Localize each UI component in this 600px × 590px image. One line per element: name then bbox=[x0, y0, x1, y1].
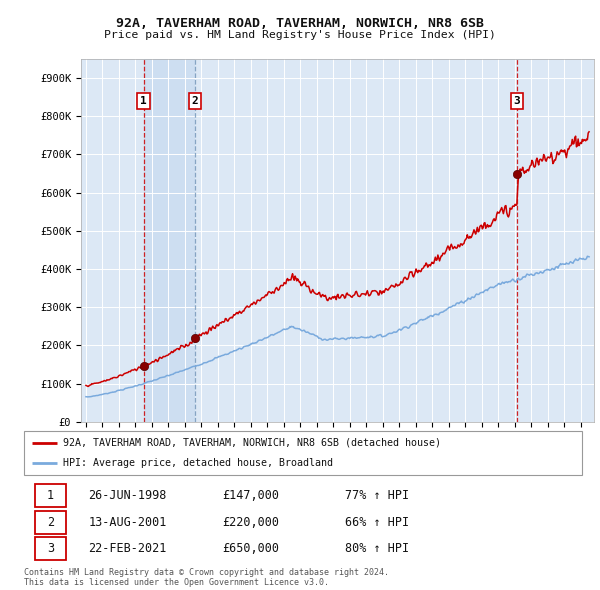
Bar bbox=[143, 59, 195, 422]
Text: 22-FEB-2021: 22-FEB-2021 bbox=[88, 542, 167, 555]
Text: Contains HM Land Registry data © Crown copyright and database right 2024.: Contains HM Land Registry data © Crown c… bbox=[24, 568, 389, 576]
Text: 66% ↑ HPI: 66% ↑ HPI bbox=[345, 516, 409, 529]
Text: £220,000: £220,000 bbox=[222, 516, 279, 529]
Text: 92A, TAVERHAM ROAD, TAVERHAM, NORWICH, NR8 6SB: 92A, TAVERHAM ROAD, TAVERHAM, NORWICH, N… bbox=[116, 17, 484, 30]
FancyBboxPatch shape bbox=[35, 537, 66, 560]
Text: 2: 2 bbox=[192, 96, 199, 106]
Text: HPI: Average price, detached house, Broadland: HPI: Average price, detached house, Broa… bbox=[63, 458, 333, 468]
Text: 3: 3 bbox=[47, 542, 54, 555]
Text: 2: 2 bbox=[47, 516, 54, 529]
FancyBboxPatch shape bbox=[35, 510, 66, 534]
Text: 3: 3 bbox=[514, 96, 521, 106]
Text: £147,000: £147,000 bbox=[222, 489, 279, 502]
Text: 92A, TAVERHAM ROAD, TAVERHAM, NORWICH, NR8 6SB (detached house): 92A, TAVERHAM ROAD, TAVERHAM, NORWICH, N… bbox=[63, 438, 441, 448]
Text: £650,000: £650,000 bbox=[222, 542, 279, 555]
FancyBboxPatch shape bbox=[35, 484, 66, 507]
Text: 13-AUG-2001: 13-AUG-2001 bbox=[88, 516, 167, 529]
Text: 1: 1 bbox=[47, 489, 54, 502]
Text: Price paid vs. HM Land Registry's House Price Index (HPI): Price paid vs. HM Land Registry's House … bbox=[104, 30, 496, 40]
Text: This data is licensed under the Open Government Licence v3.0.: This data is licensed under the Open Gov… bbox=[24, 578, 329, 587]
Text: 77% ↑ HPI: 77% ↑ HPI bbox=[345, 489, 409, 502]
FancyBboxPatch shape bbox=[24, 431, 582, 475]
Text: 1: 1 bbox=[140, 96, 147, 106]
Text: 26-JUN-1998: 26-JUN-1998 bbox=[88, 489, 167, 502]
Text: 80% ↑ HPI: 80% ↑ HPI bbox=[345, 542, 409, 555]
